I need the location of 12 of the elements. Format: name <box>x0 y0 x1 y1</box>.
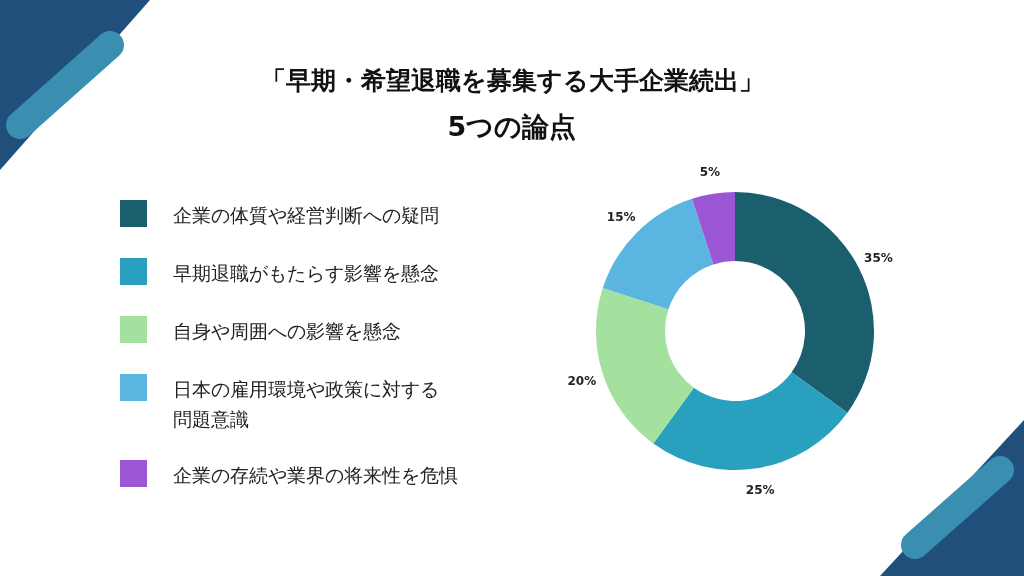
chart-title: 「早期・希望退職を募集する大手企業続出」 <box>259 65 765 97</box>
data-label: 25% <box>745 483 775 498</box>
data-label: 20% <box>567 373 597 388</box>
legend-label: 日本の雇用環境や政策に対する問題意識 <box>173 377 440 432</box>
legend-label: 企業の存続や業界の将来性を危惧 <box>173 463 458 488</box>
data-label: 15% <box>606 210 636 225</box>
chart-subtitle: 5つの論点 <box>446 110 578 144</box>
legend-label: 自身や周囲への影響を懸念 <box>173 319 401 344</box>
data-label: 5% <box>699 164 720 179</box>
legend-label: 企業の体質や経営判断への疑問 <box>173 203 439 228</box>
data-label: 35% <box>864 250 893 265</box>
legend-label: 早期退職がもたらす影響を懸念 <box>173 261 439 286</box>
